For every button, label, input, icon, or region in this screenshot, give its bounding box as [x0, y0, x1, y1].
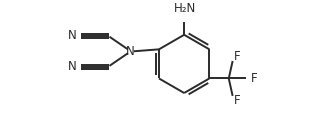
Text: F: F [234, 94, 240, 107]
Text: N: N [126, 45, 134, 58]
Text: F: F [234, 50, 240, 63]
Text: N: N [68, 29, 77, 42]
Text: H₂N: H₂N [174, 2, 196, 15]
Text: F: F [251, 72, 258, 85]
Text: N: N [68, 60, 77, 73]
